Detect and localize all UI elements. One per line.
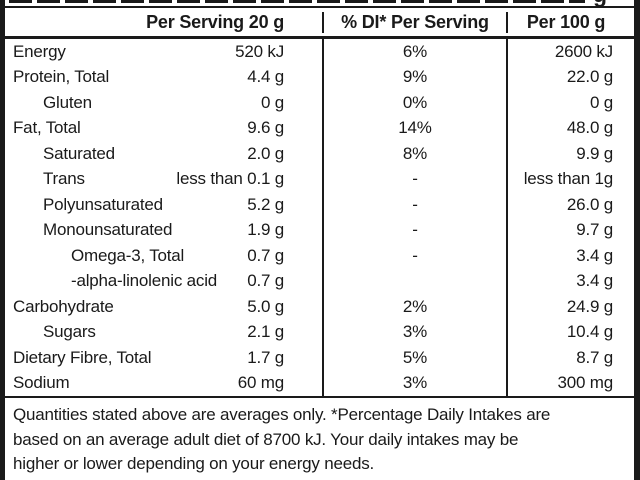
di-per-serving-value: - — [322, 243, 506, 269]
per-serving-value: 0.7 g — [247, 245, 284, 265]
top-cutoff-row: g — [5, 0, 634, 8]
nutrient-label: Sugars — [43, 322, 96, 342]
di-per-serving-value: - — [322, 217, 506, 243]
table-row: Sugars 2.1 g 3% 10.4 g — [5, 319, 634, 345]
per-serving-value: 1.7 g — [247, 347, 284, 367]
per-100g-value: 300 mg — [506, 370, 634, 396]
nutrient-label: Monounsaturated — [43, 220, 173, 240]
column-header-per-serving: Per Serving 20 g — [146, 11, 284, 32]
di-per-serving-value: 14% — [322, 115, 506, 141]
table-row: Trans less than 0.1 g - less than 1g — [5, 166, 634, 192]
nutrient-label: Fat, Total — [13, 118, 81, 138]
table-row: Energy 520 kJ 6% 2600 kJ — [5, 39, 634, 65]
table-row: Monounsaturated 1.9 g - 9.7 g — [5, 217, 634, 243]
per-100g-value: 26.0 g — [506, 192, 634, 218]
table-row: Fat, Total 9.6 g 14% 48.0 g — [5, 115, 634, 141]
footnote: Quantities stated above are averages onl… — [5, 398, 634, 477]
per-100g-value: 48.0 g — [506, 115, 634, 141]
footnote-line: Quantities stated above are averages onl… — [13, 405, 551, 424]
header-row: Per Serving 20 g % DI* Per Serving Per 1… — [5, 8, 634, 39]
nutrient-label: -alpha-linolenic acid — [71, 271, 218, 291]
nutrient-label: Polyunsaturated — [43, 194, 163, 214]
per-serving-value: 60 mg — [237, 373, 284, 393]
di-per-serving-value: 9% — [322, 64, 506, 90]
table-row: Dietary Fibre, Total 1.7 g 5% 8.7 g — [5, 345, 634, 371]
per-serving-value: 2.0 g — [247, 143, 284, 163]
footnote-line: higher or lower depending on your energy… — [13, 454, 375, 473]
per-serving-value: less than 0.1 g — [176, 169, 284, 189]
per-100g-value: 8.7 g — [506, 345, 634, 371]
per-serving-value: 5.0 g — [247, 296, 284, 316]
per-100g-value: less than 1g — [506, 166, 634, 192]
per-100g-value: 10.4 g — [506, 319, 634, 345]
per-100g-value: 24.9 g — [506, 294, 634, 320]
table-row: Protein, Total 4.4 g 9% 22.0 g — [5, 64, 634, 90]
table-row: Gluten 0 g 0% 0 g — [5, 90, 634, 116]
column-header-per-100g: Per 100 g — [506, 11, 634, 33]
di-per-serving-value: - — [322, 166, 506, 192]
di-per-serving-value: 5% — [322, 345, 506, 371]
nutrient-label: Omega-3, Total — [71, 245, 185, 265]
per-serving-value: 1.9 g — [247, 220, 284, 240]
per-serving-value: 0.7 g — [247, 271, 284, 291]
per-100g-value: 9.9 g — [506, 141, 634, 167]
per-serving-value: 2.1 g — [247, 322, 284, 342]
per-100g-value: 22.0 g — [506, 64, 634, 90]
column-header-di-per-serving: % DI* Per Serving — [322, 11, 506, 33]
di-per-serving-value: 3% — [322, 370, 506, 396]
nutrient-label: Energy — [13, 41, 66, 61]
nutrient-label: Saturated — [43, 143, 115, 163]
per-100g-value: 3.4 g — [506, 243, 634, 269]
di-per-serving-value: 3% — [322, 319, 506, 345]
table-row: Polyunsaturated 5.2 g - 26.0 g — [5, 192, 634, 218]
table-row: Sodium 60 mg 3% 300 mg — [5, 370, 634, 396]
table-row: -alpha-linolenic acid 0.7 g 3.4 g — [5, 268, 634, 294]
di-per-serving-value: 0% — [322, 90, 506, 116]
per-serving-value: 520 kJ — [235, 41, 284, 61]
per-serving-value: 5.2 g — [247, 194, 284, 214]
footnote-line: based on an average adult diet of 8700 k… — [13, 429, 519, 449]
table-row: Saturated 2.0 g 8% 9.9 g — [5, 141, 634, 167]
nutrient-label: Protein, Total — [13, 67, 110, 87]
nutrient-label: Gluten — [43, 92, 92, 112]
di-per-serving-value: 2% — [322, 294, 506, 320]
cutoff-descender-glyph: g — [593, 0, 607, 6]
table-row: Carbohydrate 5.0 g 2% 24.9 g — [5, 294, 634, 320]
cutoff-text-remnant — [9, 0, 585, 3]
nutrient-label: Carbohydrate — [13, 296, 114, 316]
per-serving-value: 0 g — [260, 92, 284, 112]
nutrient-label: Trans — [43, 169, 85, 189]
di-per-serving-value — [322, 268, 506, 294]
per-serving-value: 9.6 g — [247, 118, 284, 138]
table-row: Omega-3, Total 0.7 g - 3.4 g — [5, 243, 634, 269]
nutrient-table-body: Energy 520 kJ 6% 2600 kJ Protein, Total … — [5, 39, 634, 398]
di-per-serving-value: - — [322, 192, 506, 218]
nutrient-label: Sodium — [13, 373, 70, 393]
per-serving-value: 4.4 g — [247, 67, 284, 87]
per-100g-value: 3.4 g — [506, 268, 634, 294]
nutrient-label: Dietary Fibre, Total — [13, 347, 152, 367]
di-per-serving-value: 6% — [322, 39, 506, 65]
per-100g-value: 0 g — [506, 90, 634, 116]
per-100g-value: 9.7 g — [506, 217, 634, 243]
di-per-serving-value: 8% — [322, 141, 506, 167]
per-100g-value: 2600 kJ — [506, 39, 634, 65]
